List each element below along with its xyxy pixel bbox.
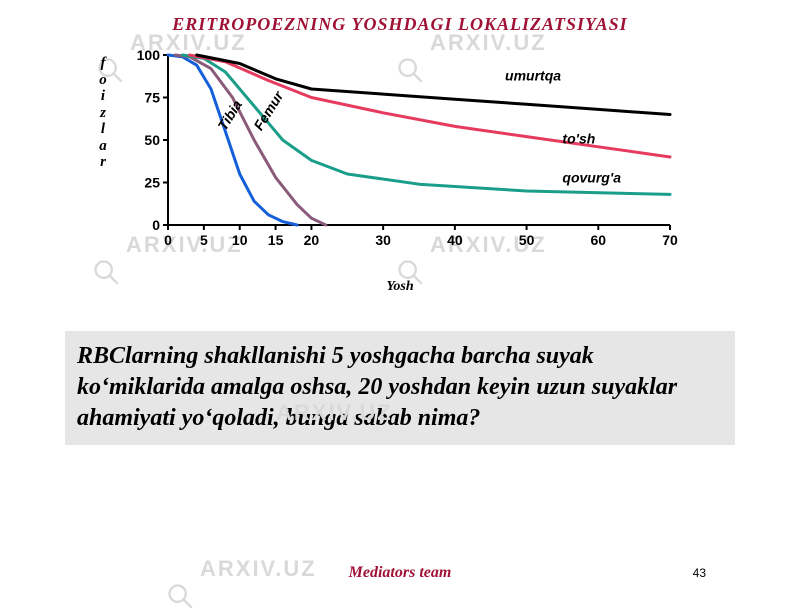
page-number: 43 [693, 566, 706, 580]
svg-text:20: 20 [304, 232, 320, 248]
svg-text:40: 40 [447, 232, 463, 248]
svg-text:5: 5 [200, 232, 208, 248]
svg-text:0: 0 [164, 232, 172, 248]
svg-text:10: 10 [232, 232, 248, 248]
line-chart: foizlar 0255075100051015203040506070Tibi… [120, 45, 680, 275]
svg-text:to'sh: to'sh [562, 130, 595, 146]
svg-text:qovurg'a: qovurg'a [562, 170, 621, 186]
magnifier-icon [166, 582, 194, 610]
y-axis-label: foizlar [96, 55, 110, 171]
svg-text:0: 0 [152, 217, 160, 233]
chart-svg: 0255075100051015203040506070TibiaFemurqo… [120, 45, 680, 255]
svg-text:100: 100 [137, 47, 161, 63]
question-text-block: RBClarning shakllanishi 5 yoshgacha barc… [65, 331, 735, 445]
chart-title: ERITROPOEZNING YOSHDAGI LOKALIZATSIYASI [0, 0, 800, 35]
svg-text:25: 25 [144, 175, 160, 191]
svg-text:50: 50 [144, 132, 160, 148]
svg-text:umurtqa: umurtqa [505, 68, 561, 84]
svg-text:75: 75 [144, 90, 160, 106]
magnifier-icon [92, 258, 120, 286]
footer-credit: Mediators team [0, 564, 800, 582]
x-axis-label: Yosh [120, 279, 680, 295]
svg-text:15: 15 [268, 232, 284, 248]
svg-text:60: 60 [590, 232, 606, 248]
svg-text:30: 30 [375, 232, 391, 248]
slide-page: ARXIV.UZ ARXIV.UZ ARXIV.UZ ARXIV.UZ ARXI… [0, 0, 800, 600]
svg-text:70: 70 [662, 232, 678, 248]
svg-text:50: 50 [519, 232, 535, 248]
